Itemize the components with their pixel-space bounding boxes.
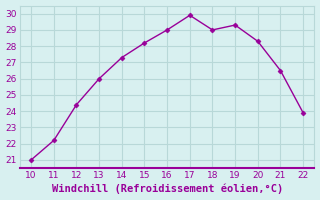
- X-axis label: Windchill (Refroidissement éolien,°C): Windchill (Refroidissement éolien,°C): [52, 184, 283, 194]
